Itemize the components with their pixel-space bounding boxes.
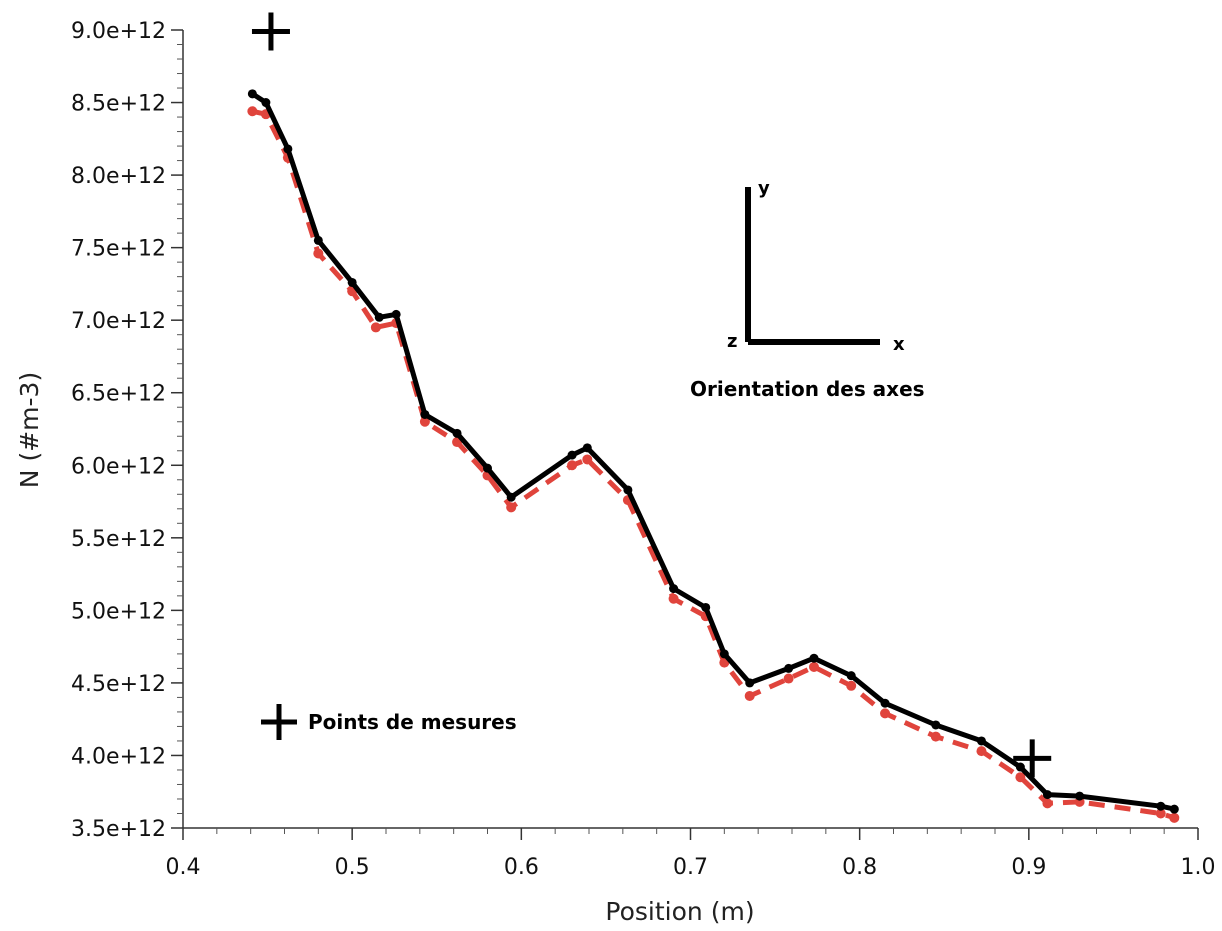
y-tick-label: 5.0e+12 [71, 599, 166, 624]
y-tick-label: 8.0e+12 [71, 164, 166, 189]
data-point-dashed [846, 680, 857, 691]
x-tick-label: 0.6 [504, 855, 539, 880]
orientation-inset: y x z Orientation des axes [690, 178, 925, 401]
data-point-solid [283, 144, 293, 154]
data-point-dashed [313, 248, 324, 259]
data-point-solid [669, 584, 679, 594]
data-point-solid [374, 312, 384, 322]
legend: Points de mesures [261, 704, 517, 740]
data-point-solid [313, 235, 323, 245]
data-point-dashed [808, 661, 819, 672]
data-point-solid [1042, 790, 1052, 800]
series-line-solid-black [251, 91, 1175, 812]
data-point-dashed [930, 731, 941, 742]
y-tick-label: 5.5e+12 [71, 527, 166, 552]
y-tick-label: 7.0e+12 [71, 309, 166, 334]
data-point-dashed [668, 593, 679, 604]
y-tick-label: 3.5e+12 [71, 817, 166, 842]
data-point-solid [1015, 762, 1025, 772]
y-tick-label: 4.0e+12 [71, 744, 166, 769]
data-point-solid [745, 678, 755, 688]
x-tick-label: 1.0 [1181, 855, 1216, 880]
x-tick-label: 0.8 [842, 855, 877, 880]
legend-plus-marker [261, 704, 297, 740]
data-point-dashed [1015, 772, 1026, 783]
data-point-solid [1169, 804, 1179, 814]
data-point-dashed [880, 708, 891, 719]
data-point-dashed [1169, 812, 1180, 823]
data-point-dashed [1042, 798, 1053, 809]
data-point-solid [931, 720, 941, 730]
data-point-dashed [247, 106, 258, 117]
data-point-solid [719, 649, 729, 659]
data-point-dashed [567, 460, 578, 471]
x-tick-label: 0.5 [335, 855, 370, 880]
y-tick-label: 9.0e+12 [71, 19, 166, 44]
data-point-dashed [783, 673, 794, 684]
data-point-solid [247, 89, 257, 99]
axes-layer: 3.5e+12 4.0e+12 4.5e+12 5.0e+12 5.5e+12 6.0e+… [71, 19, 1215, 880]
x-tick-label: 0.7 [673, 855, 708, 880]
y-tick-label: 6.5e+12 [71, 382, 166, 407]
data-point-dashed [506, 502, 517, 513]
y-tick-label: 6.0e+12 [71, 454, 166, 479]
data-point-solid [784, 663, 794, 673]
data-point-solid [846, 671, 856, 681]
data-point-solid [976, 736, 986, 746]
orientation-y-label: y [758, 178, 770, 199]
data-point-solid [261, 98, 271, 108]
measure-point-plus-icon [1013, 739, 1052, 778]
legend-label: Points de mesures [308, 710, 517, 734]
orientation-x-label: x [893, 334, 905, 355]
orientation-label: Orientation des axes [690, 377, 925, 401]
data-point-solid [880, 698, 890, 708]
data-point-dashed [582, 454, 593, 465]
y-tick-label: 4.5e+12 [71, 672, 166, 697]
data-point-solid [701, 602, 711, 612]
data-point-solid [420, 409, 430, 419]
measure-points-layer [251, 12, 1052, 778]
orientation-z-label: z [727, 331, 737, 352]
x-tick-label: 0.9 [1011, 855, 1046, 880]
data-point-solid [347, 277, 357, 287]
data-point-dashed [976, 746, 987, 757]
data-point-solid [567, 450, 577, 460]
data-point-solid [452, 428, 462, 438]
y-tick-label: 8.5e+12 [71, 92, 166, 117]
series-layer [247, 89, 1180, 823]
data-point-solid [1156, 801, 1166, 811]
y-axis-title: N (#m-3) [15, 372, 44, 488]
measure-point-plus-icon [251, 12, 290, 51]
data-point-dashed [1155, 808, 1166, 819]
data-point-solid [623, 485, 633, 495]
data-point-solid [1075, 791, 1085, 801]
y-tick-label: 7.5e+12 [71, 237, 166, 262]
x-tick-label: 0.4 [166, 855, 201, 880]
data-point-solid [483, 463, 492, 473]
data-point-dashed [419, 416, 430, 427]
x-axis-title: Position (m) [605, 897, 754, 926]
data-point-solid [582, 443, 592, 453]
data-point-solid [391, 309, 401, 319]
data-point-dashed [744, 690, 755, 701]
data-point-solid [506, 492, 516, 502]
data-point-solid [809, 653, 819, 663]
data-point-dashed [370, 322, 381, 333]
